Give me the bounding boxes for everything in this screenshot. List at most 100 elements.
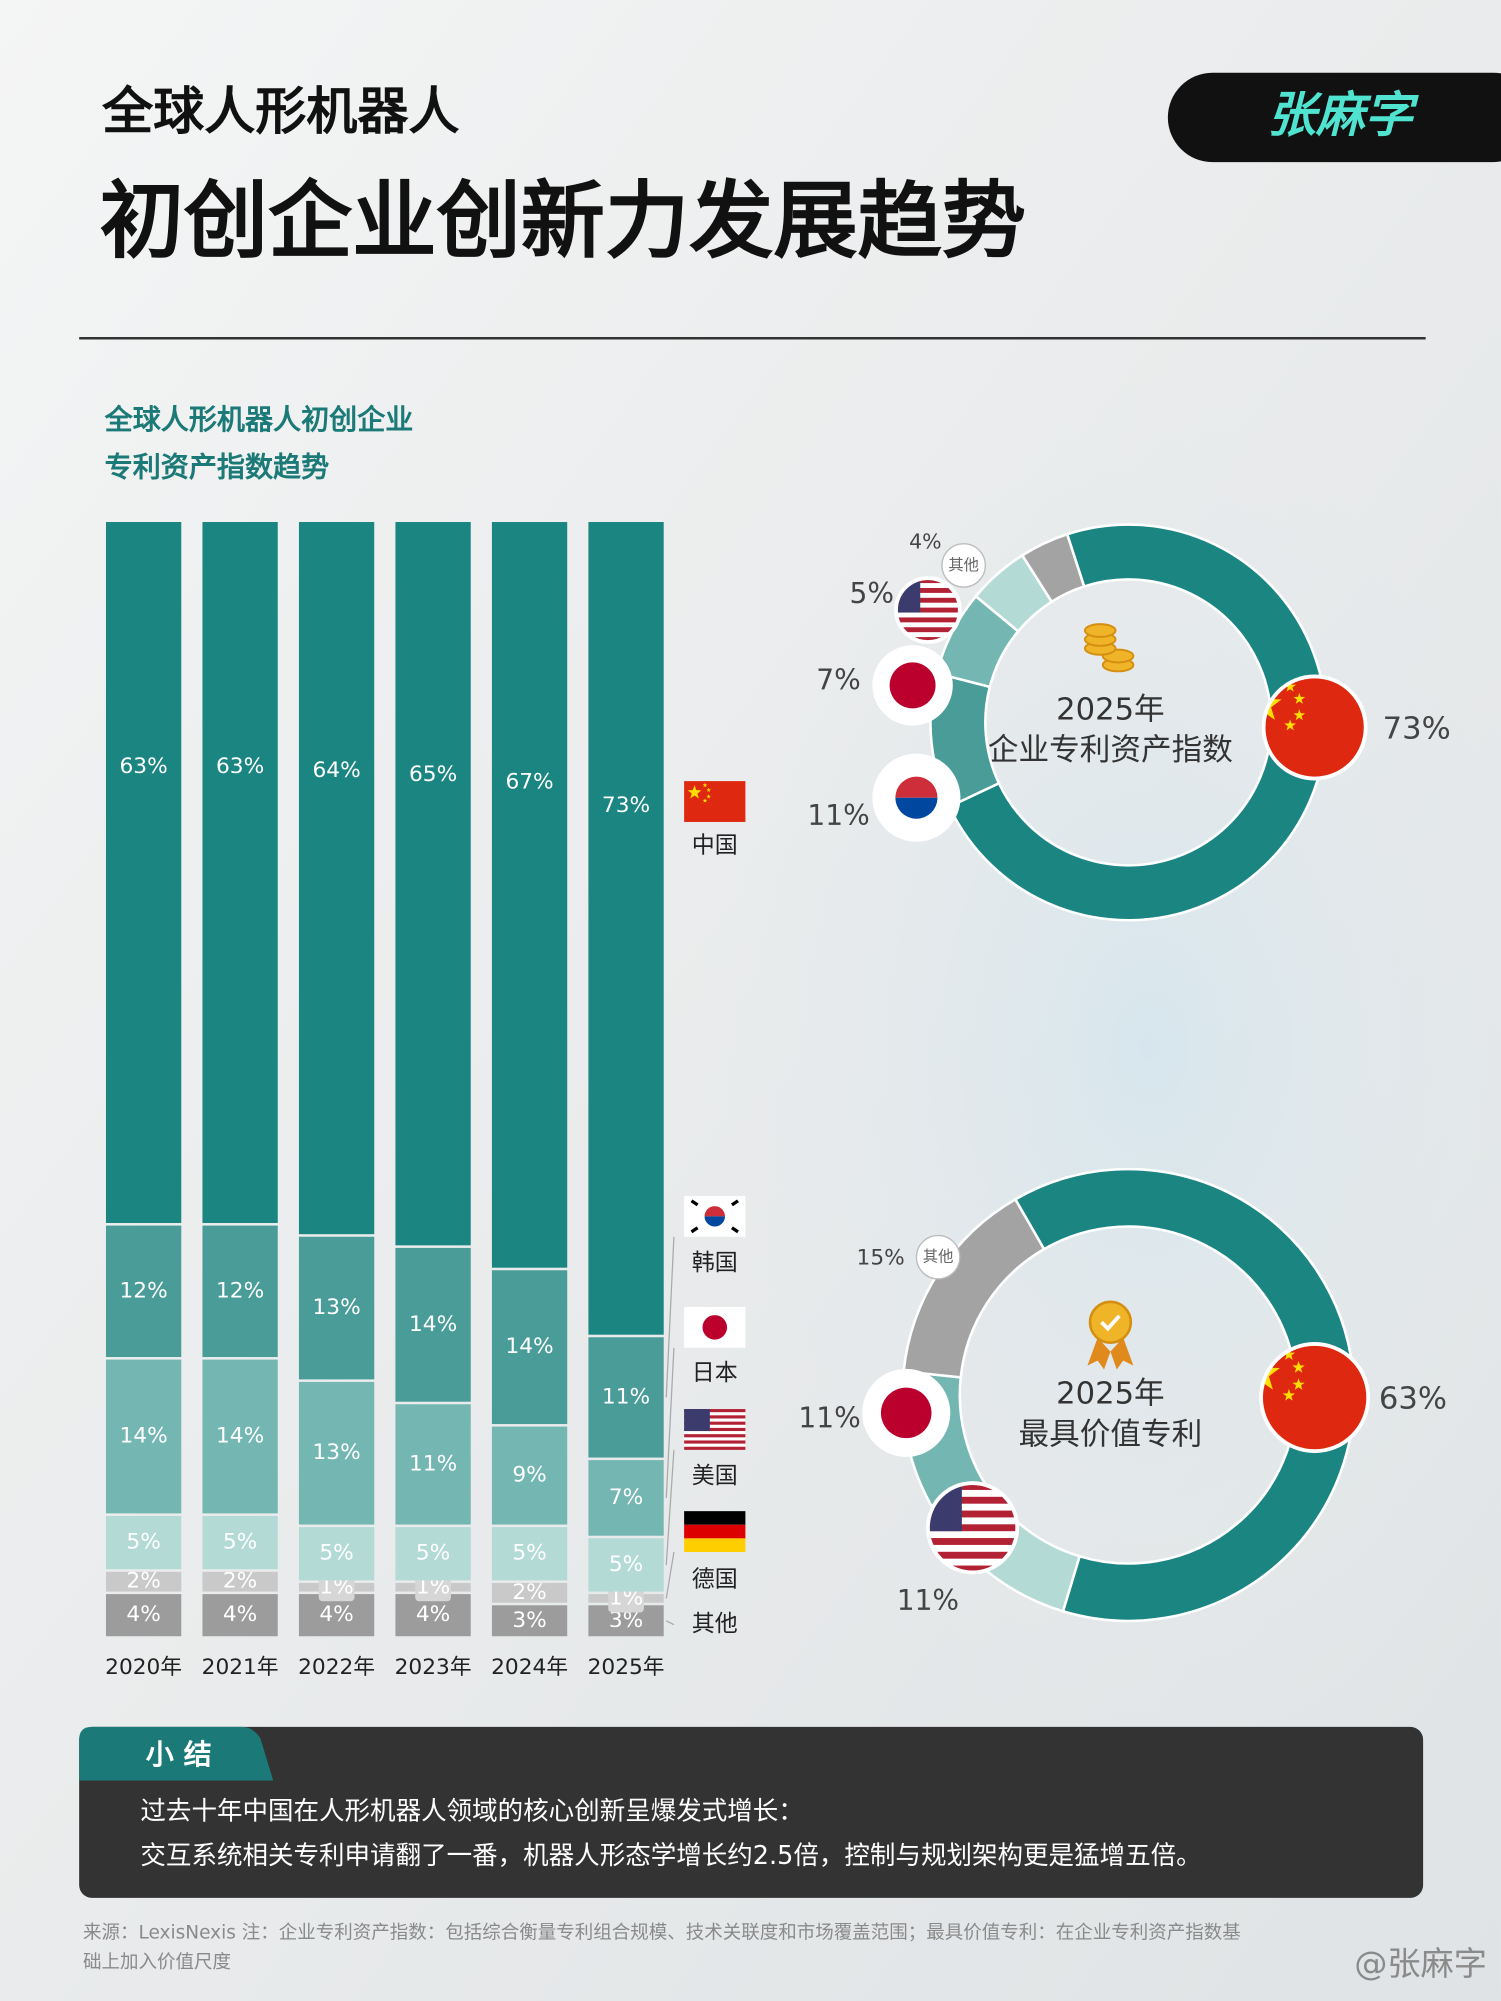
flag-star <box>1282 1389 1295 1401</box>
flag-star <box>1292 1361 1305 1373</box>
bar-segment <box>202 1225 278 1358</box>
value-label: 13% <box>312 1295 360 1320</box>
flag-field <box>1261 1343 1369 1452</box>
bar-segment <box>491 1527 568 1581</box>
legend-label: 其他 <box>692 1611 738 1637</box>
summary-box <box>79 1726 1424 1898</box>
flag-stripe <box>895 637 960 642</box>
flag-stripe <box>684 1409 746 1413</box>
flag-border <box>1259 1342 1371 1454</box>
flag-field <box>1263 676 1366 779</box>
other-bubble <box>915 1234 961 1280</box>
flag-stripe <box>895 627 960 633</box>
flag-stripe <box>927 1538 1018 1545</box>
flag-star <box>706 794 711 799</box>
bar-segment <box>202 1594 278 1637</box>
value-label: 5% <box>609 1552 643 1577</box>
flag-star <box>687 785 702 799</box>
legend-flag <box>684 1409 746 1450</box>
legend-label: 中国 <box>692 833 738 859</box>
brand-name: 张麻字 <box>1267 88 1419 144</box>
flag-stripe <box>684 1427 746 1432</box>
category-label: 其他 <box>948 556 979 574</box>
value-label: 63% <box>120 754 168 779</box>
legend-connector <box>665 1449 675 1565</box>
value-label: 4% <box>909 529 941 553</box>
flag-stripe <box>927 1496 1018 1504</box>
round-flag <box>874 647 951 724</box>
bar-segment <box>105 1571 182 1592</box>
legend-connector <box>665 1551 675 1599</box>
flag-taeguk <box>895 776 938 798</box>
bar-segment <box>298 522 375 1235</box>
flag-trigram <box>690 1226 699 1234</box>
flag-stripe <box>684 1440 746 1444</box>
legend-flag <box>684 781 746 822</box>
bar-segment <box>395 1404 471 1525</box>
flag-trigram <box>731 1199 739 1207</box>
bar-segment <box>395 1527 471 1581</box>
value-label: 11% <box>602 1384 650 1409</box>
flag-field <box>684 781 746 822</box>
bar-segment <box>588 1460 664 1536</box>
flag-taeguk <box>704 1206 725 1217</box>
brand-badge <box>1167 72 1501 163</box>
flag-taeguk <box>704 1216 725 1227</box>
value-label: 63% <box>1379 1382 1447 1417</box>
flag-star <box>1282 1348 1295 1360</box>
coins-icon <box>1083 623 1135 673</box>
flag-border <box>872 753 961 842</box>
value-label: 4% <box>416 1602 450 1627</box>
bar-segment <box>105 1515 182 1570</box>
donut-segment <box>1013 1167 1356 1623</box>
donut-segment <box>947 523 1328 922</box>
bar-segment <box>105 1359 182 1514</box>
legend-label: 日本 <box>692 1360 738 1386</box>
bar-segment <box>588 1337 664 1458</box>
bar-segment <box>202 1571 278 1592</box>
value-label: 7% <box>609 1485 643 1510</box>
flag-star <box>1292 1378 1305 1390</box>
flag-stripe <box>684 1446 746 1450</box>
other-bubble <box>941 543 986 588</box>
x-tick-label: 2021年 <box>202 1655 279 1680</box>
legend-flag <box>684 1195 746 1237</box>
bar-segment <box>491 1270 568 1425</box>
donut-title: 2025年 <box>1056 1377 1165 1412</box>
legend-label: 德国 <box>692 1567 738 1593</box>
bar-segment <box>105 1225 182 1358</box>
flag-border <box>1261 674 1368 781</box>
flag-band <box>684 1538 746 1552</box>
flag-trigram <box>731 1226 739 1234</box>
watermark: @张麻字 <box>1354 1944 1487 1983</box>
value-label: 15% <box>857 1245 905 1270</box>
flag-stripe <box>895 597 960 603</box>
flag-star <box>1293 692 1306 704</box>
value-label: 63% <box>216 754 264 779</box>
flag-stripe <box>895 607 960 613</box>
charts: 2020年 4% 2% 5% 14% 12% 63% 2021年 4% 2% 5% 14% 12% 63%… <box>105 522 1451 1680</box>
flag-star <box>702 798 708 803</box>
bar-segment <box>298 1236 375 1380</box>
bar-segment <box>588 1538 664 1592</box>
title-line1: 全球人形机器人 <box>101 83 459 142</box>
value-label: 14% <box>120 1423 168 1448</box>
bar-segment <box>202 522 278 1224</box>
flag-stripe <box>927 1510 1018 1518</box>
summary-line: 交互系统相关专利申请翻了一番，机器人形态学增长约2.5倍，控制与规划架构更是猛增… <box>140 1841 1201 1871</box>
value-label: 14% <box>216 1423 264 1448</box>
value-label: 11% <box>807 799 869 832</box>
flag-border <box>894 576 962 644</box>
value-label: 5% <box>512 1541 546 1566</box>
round-flag <box>864 1370 949 1455</box>
donut-title: 企业专利资产指数 <box>988 733 1233 768</box>
value-label: 12% <box>216 1278 264 1303</box>
bar-segment <box>298 1381 375 1525</box>
value-label: 4% <box>126 1602 160 1627</box>
legend-connector <box>665 1236 675 1398</box>
flag-star <box>1284 680 1296 692</box>
flag-stripe <box>927 1483 1018 1490</box>
flag-stripe <box>927 1565 1018 1573</box>
chart-title: 专利资产指数趋势 <box>105 450 330 483</box>
flag-band <box>684 1524 746 1539</box>
